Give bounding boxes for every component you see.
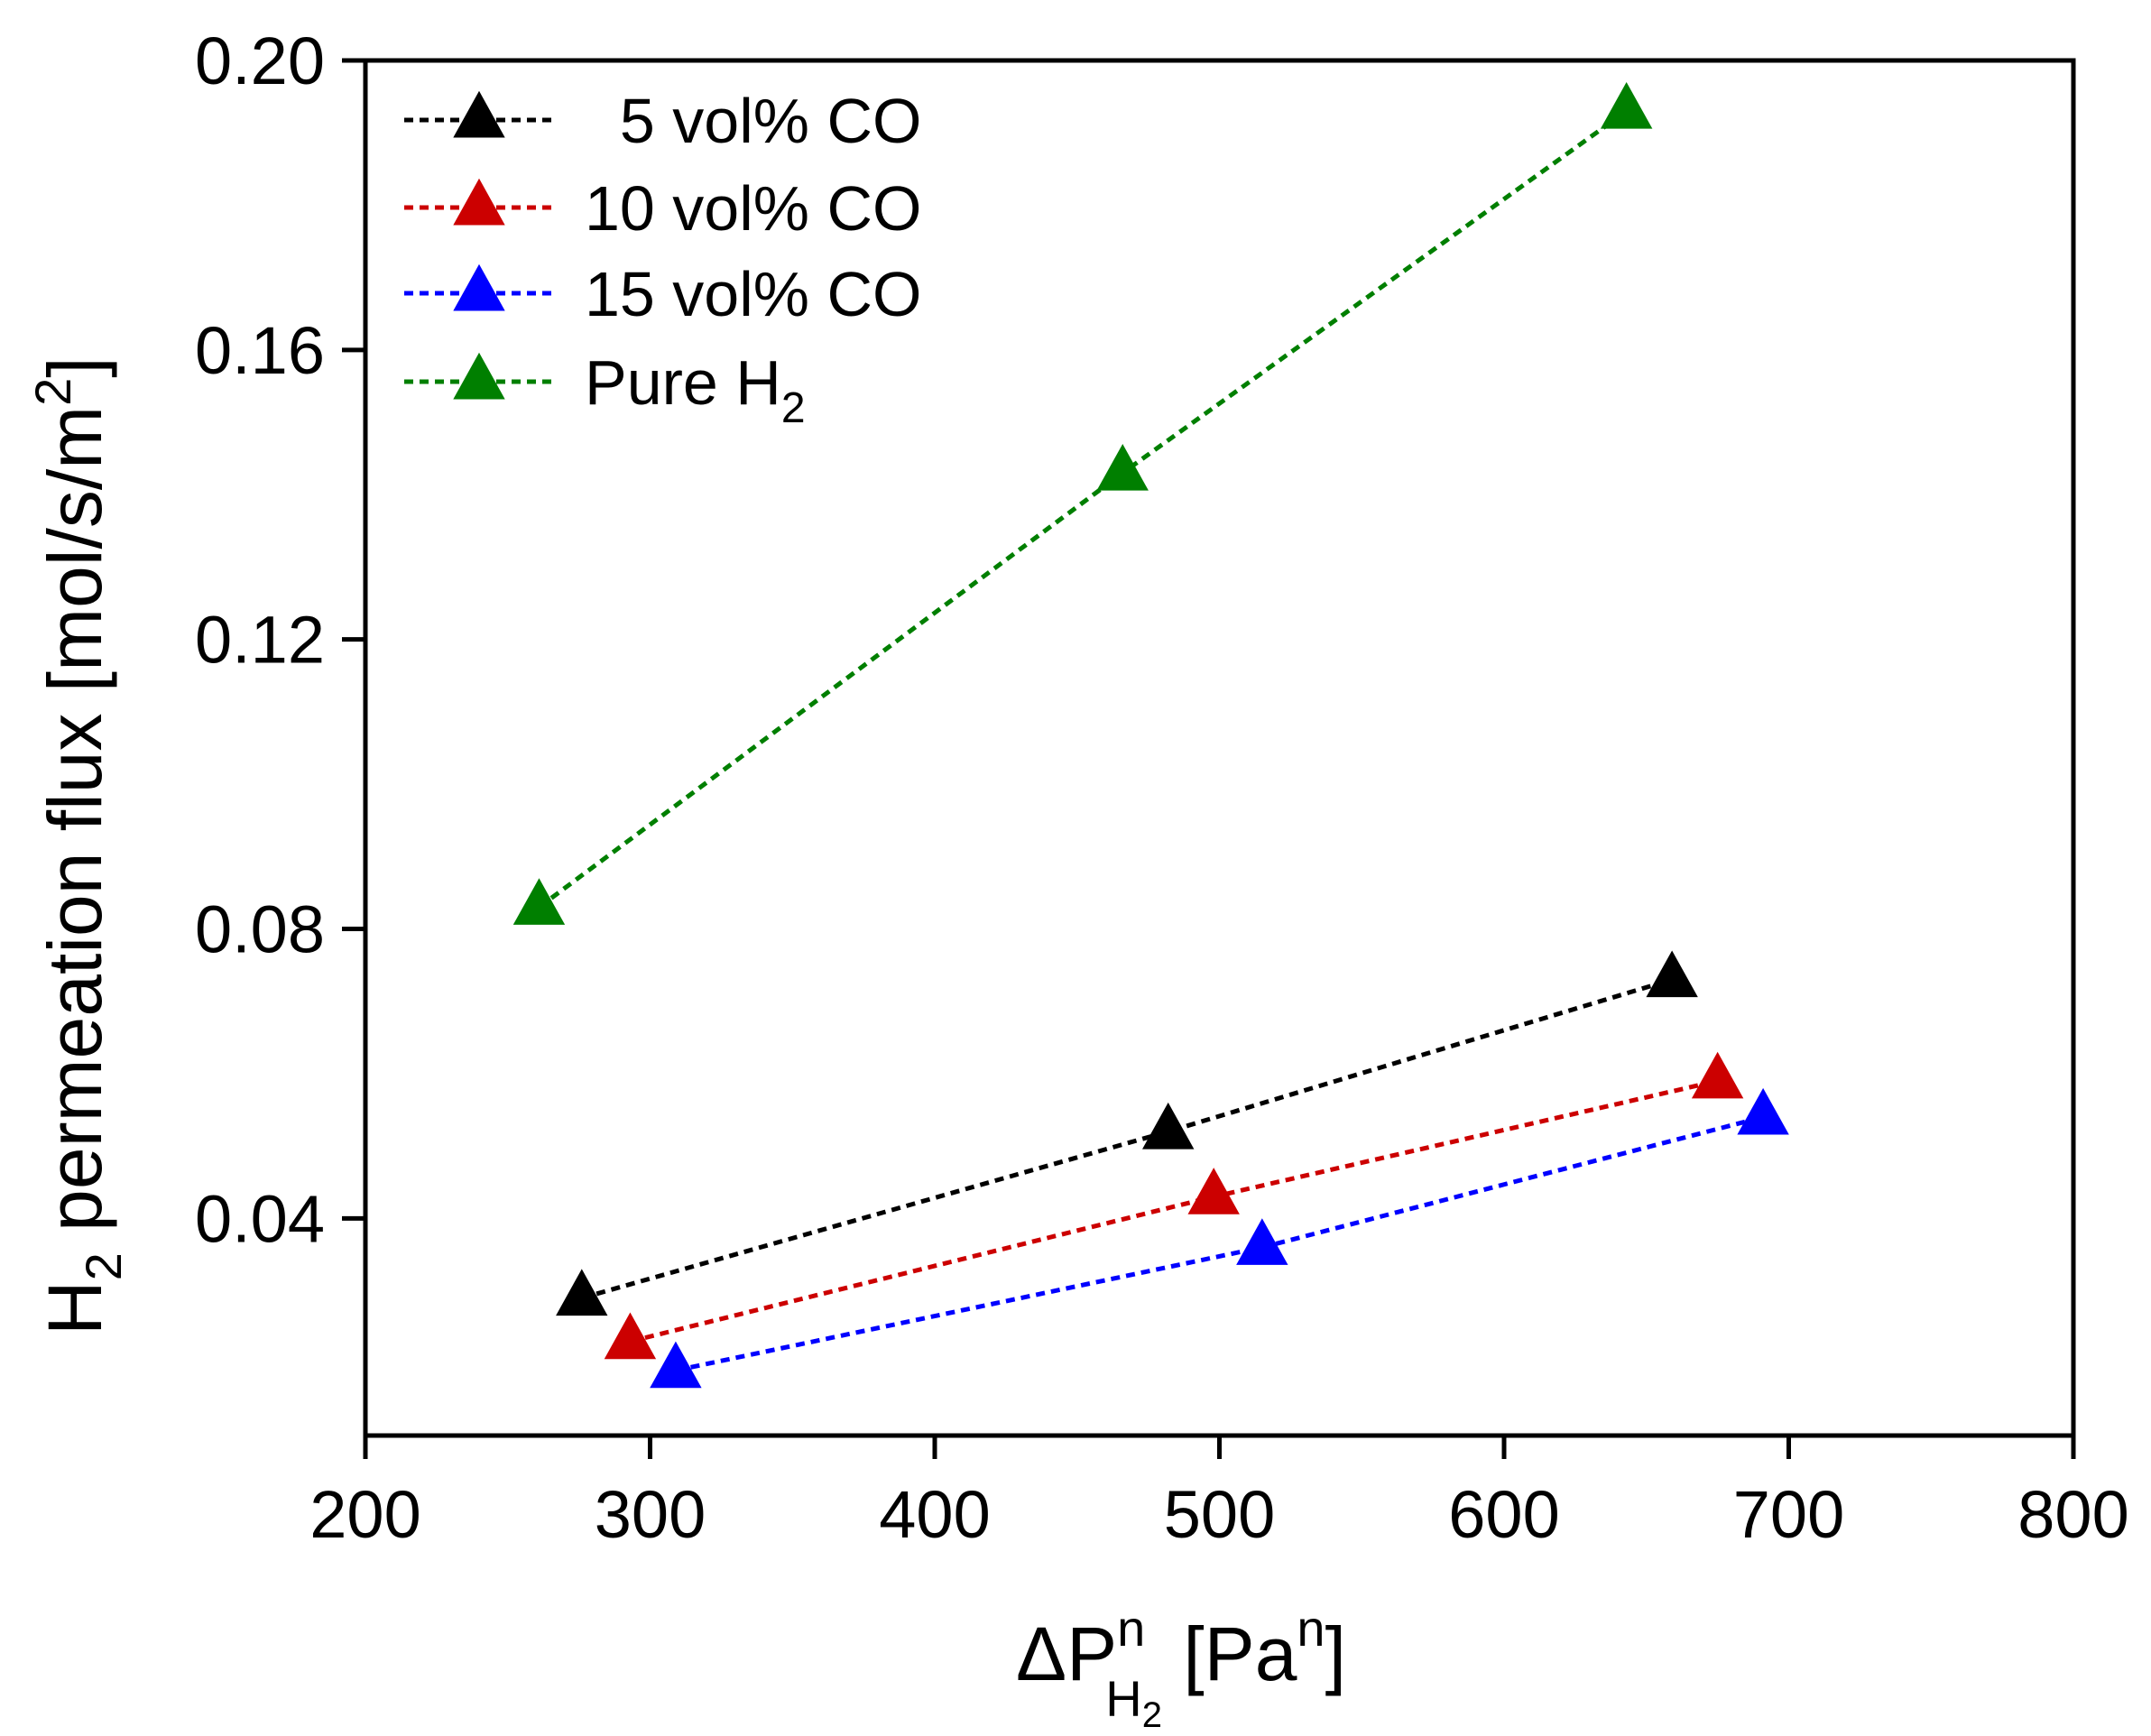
data-point: [1737, 1087, 1789, 1135]
x-tick-label: 400: [879, 1477, 990, 1552]
legend-label: 5 vol% CO: [585, 86, 921, 156]
x-tick-label: 500: [1164, 1477, 1275, 1552]
series-5-vol-co: [556, 950, 1698, 1316]
legend-label: 10 vol% CO: [585, 173, 921, 244]
data-point: [1646, 950, 1698, 998]
series-pure-h2: [512, 81, 1653, 925]
data-point: [1187, 1168, 1240, 1214]
series-layer: [512, 81, 1789, 1389]
data-point: [512, 878, 566, 925]
x-tick-label: 700: [1733, 1477, 1844, 1552]
legend-marker: [453, 263, 505, 311]
y-tick-label: 0.04: [195, 1181, 325, 1256]
x-tick-label: 800: [2017, 1477, 2128, 1552]
x-tick-label: 300: [595, 1477, 706, 1552]
series-10-vol-co: [604, 1051, 1744, 1360]
x-tick-label: 200: [309, 1477, 420, 1552]
data-point: [1600, 81, 1653, 129]
data-point: [1096, 444, 1149, 491]
y-tick-label: 0.12: [195, 603, 325, 678]
axis-ticks: 200 300 400 500 600 700 800 0.04 0.08 0.12 0.16 0.2…: [195, 23, 2129, 1552]
data-point: [1142, 1102, 1195, 1150]
legend-marker: [453, 90, 505, 138]
data-point: [650, 1341, 702, 1389]
series-15-vol-co: [650, 1087, 1789, 1389]
x-tick-label: 600: [1448, 1477, 1559, 1552]
series-line: [581, 977, 1673, 1301]
legend-marker: [453, 352, 505, 400]
legend-label: Pure H2: [585, 347, 806, 432]
legend-marker: [453, 178, 505, 226]
legend-item-10-vol-co: 10 vol% CO: [404, 173, 921, 244]
legend-item-15-vol-co: 15 vol% CO: [404, 259, 921, 329]
data-point: [1691, 1051, 1744, 1099]
data-point: [1236, 1218, 1288, 1265]
legend-item-5-vol-co: 5 vol% CO: [404, 86, 921, 156]
y-tick-label: 0.20: [195, 23, 325, 98]
data-point: [556, 1269, 608, 1316]
legend: 5 vol% CO 10 vol% CO 15 vol% CO Pure H2: [404, 86, 921, 432]
x-axis-title: ΔPn H2 [Pan]: [1016, 1600, 1346, 1735]
data-point: [604, 1312, 657, 1360]
y-tick-label: 0.16: [195, 313, 325, 388]
y-tick-label: 0.08: [195, 892, 325, 967]
y-axis-title: H2 permeation flux [mol/s/m2]: [24, 356, 132, 1335]
series-line: [675, 1114, 1764, 1373]
legend-label: 15 vol% CO: [585, 259, 921, 329]
legend-item-pure-h2: Pure H2: [404, 347, 806, 432]
